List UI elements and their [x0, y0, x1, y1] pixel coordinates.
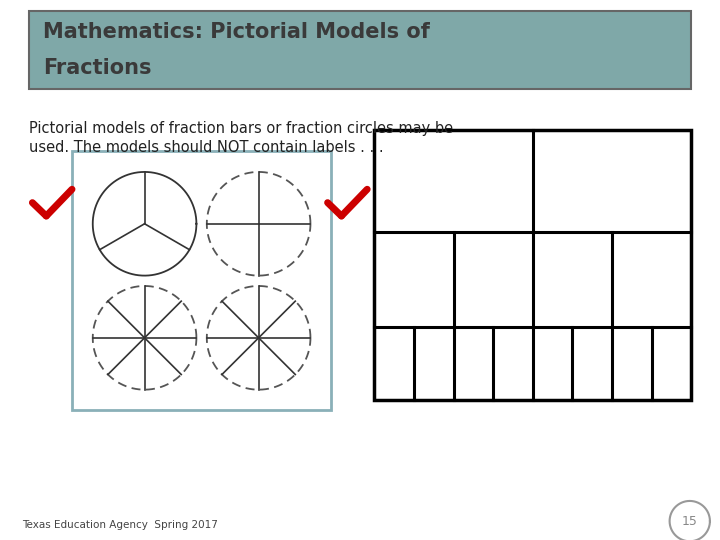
Text: Mathematics: Pictorial Models of: Mathematics: Pictorial Models of: [43, 22, 430, 42]
Polygon shape: [670, 501, 710, 540]
Bar: [374, 130, 691, 400]
Bar: [29, 11, 691, 89]
Bar: [72, 151, 331, 410]
Text: 15: 15: [682, 515, 698, 528]
Text: Fractions: Fractions: [43, 58, 152, 78]
Text: Texas Education Agency  Spring 2017: Texas Education Agency Spring 2017: [22, 520, 217, 530]
Text: Pictorial models of fraction bars or fraction circles may be: Pictorial models of fraction bars or fra…: [29, 122, 453, 137]
Text: used. The models should NOT contain labels . . .: used. The models should NOT contain labe…: [29, 140, 384, 156]
